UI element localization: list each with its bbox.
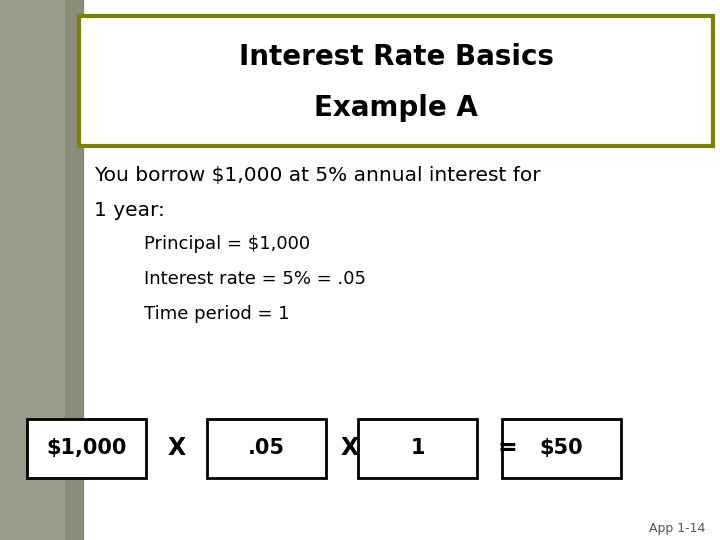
Text: Example A: Example A bbox=[314, 94, 478, 122]
FancyBboxPatch shape bbox=[503, 418, 621, 478]
Text: X: X bbox=[167, 436, 186, 460]
FancyBboxPatch shape bbox=[207, 418, 325, 478]
Text: App 1-14: App 1-14 bbox=[649, 522, 706, 535]
Text: =: = bbox=[498, 436, 518, 460]
Text: Time period = 1: Time period = 1 bbox=[144, 305, 289, 323]
Text: You borrow $1,000 at 5% annual interest for: You borrow $1,000 at 5% annual interest … bbox=[94, 166, 540, 185]
Text: 1: 1 bbox=[410, 438, 425, 458]
Text: X: X bbox=[340, 436, 359, 460]
Text: Interest Rate Basics: Interest Rate Basics bbox=[238, 43, 554, 71]
Text: $1,000: $1,000 bbox=[46, 438, 127, 458]
Text: 1 year:: 1 year: bbox=[94, 201, 164, 220]
Text: $50: $50 bbox=[540, 438, 583, 458]
FancyBboxPatch shape bbox=[0, 0, 65, 540]
Text: Principal = $1,000: Principal = $1,000 bbox=[144, 235, 310, 253]
Text: .05: .05 bbox=[248, 438, 285, 458]
FancyBboxPatch shape bbox=[79, 16, 713, 146]
FancyBboxPatch shape bbox=[358, 418, 477, 478]
Text: Interest rate = 5% = .05: Interest rate = 5% = .05 bbox=[144, 270, 366, 288]
FancyBboxPatch shape bbox=[27, 418, 145, 478]
